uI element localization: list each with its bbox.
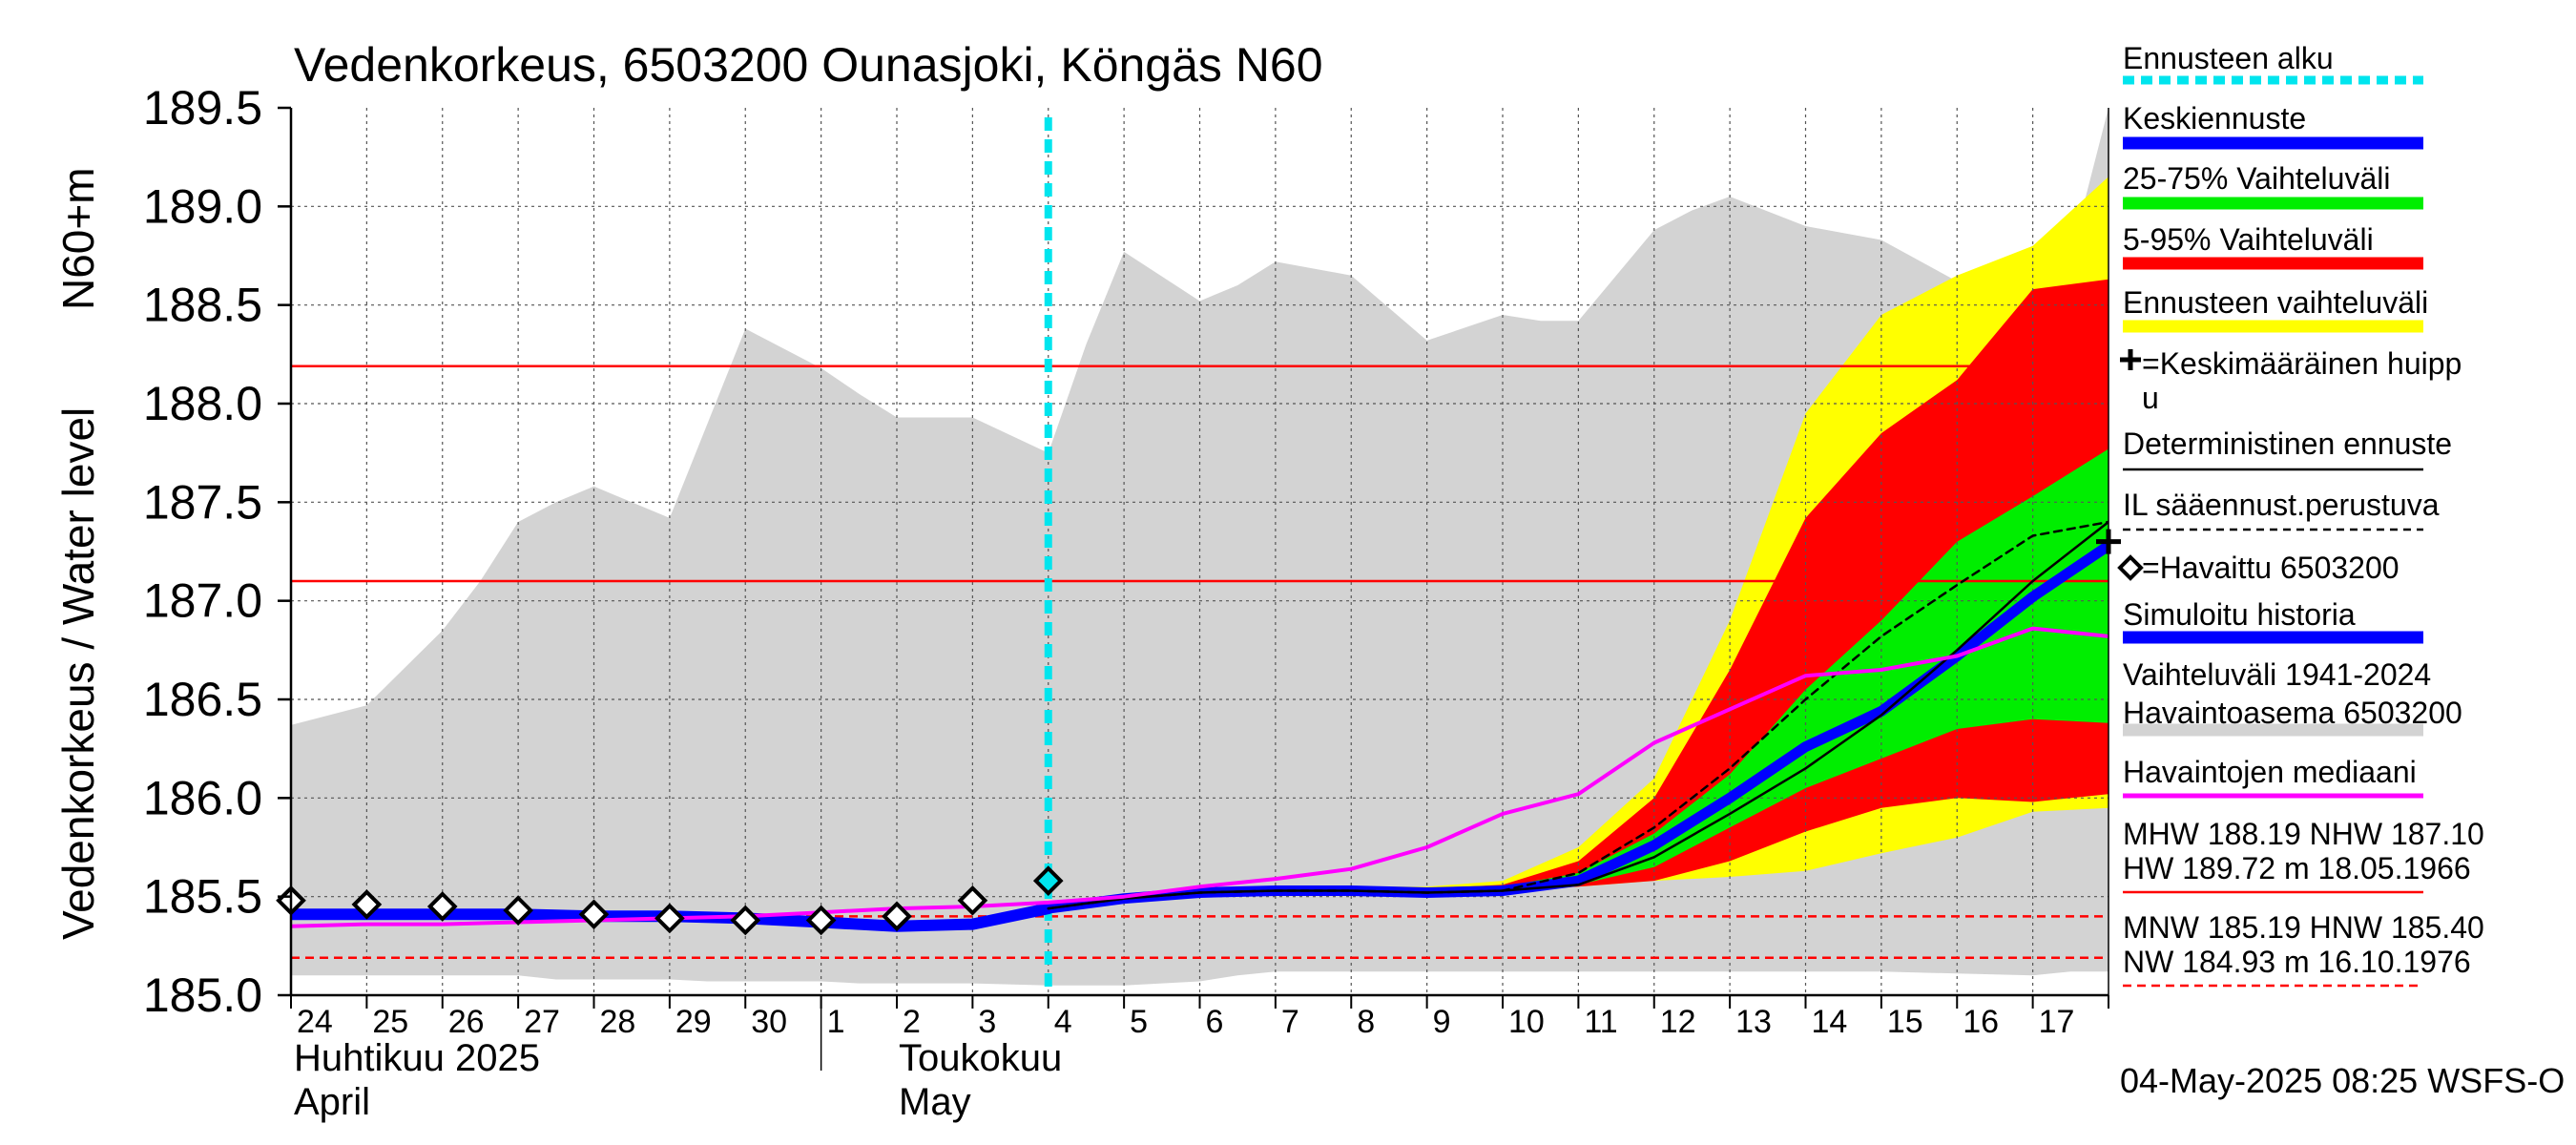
observation-marker xyxy=(578,899,610,930)
y-axis-label-upper: N60+m xyxy=(53,167,103,310)
y-tick-label: 186.0 xyxy=(143,771,262,824)
y-tick-label: 188.0 xyxy=(143,377,262,430)
legend-label: 25-75% Vaihteluväli xyxy=(2123,161,2390,196)
legend-label: =Keskimääräinen huipp xyxy=(2142,346,2462,381)
legend-stats: NW 184.93 m 16.10.1976 xyxy=(2123,945,2471,979)
x-tick-label: 28 xyxy=(600,1004,636,1040)
x-tick-label: 2 xyxy=(903,1004,921,1040)
legend-label: =Havaittu 6503200 xyxy=(2142,551,2399,585)
legend-label: IL sääennust.perustuva xyxy=(2123,488,2440,522)
x-tick-label: 11 xyxy=(1584,1004,1617,1040)
y-tick-label: 187.5 xyxy=(143,475,262,529)
legend-diamond-marker xyxy=(2117,554,2144,581)
x-tick-label: 15 xyxy=(1887,1004,1923,1040)
x-tick-label: 16 xyxy=(1963,1004,1999,1040)
x-tick-label: 26 xyxy=(448,1004,485,1040)
y-tick-label: 186.5 xyxy=(143,673,262,726)
legend-label: Ennusteen vaihteluväli xyxy=(2123,285,2428,320)
historical-range-area xyxy=(291,108,2109,986)
legend-stats: MHW 188.19 NHW 187.10 xyxy=(2123,817,2484,851)
legend-plus-marker xyxy=(2120,349,2141,370)
legend-stats: HW 189.72 m 18.05.1966 xyxy=(2123,851,2471,885)
month-label-fi: Huhtikuu 2025 xyxy=(294,1037,540,1079)
x-tick-label: 1 xyxy=(827,1004,845,1040)
legend-label: 5-95% Vaihteluväli xyxy=(2123,222,2374,257)
observation-marker xyxy=(805,905,837,936)
x-tick-label: 4 xyxy=(1054,1004,1072,1040)
observation-marker xyxy=(730,905,761,936)
x-tick-label: 27 xyxy=(524,1004,560,1040)
observation-marker xyxy=(654,903,685,934)
legend-stats: MNW 185.19 HNW 185.40 xyxy=(2123,910,2484,945)
legend-label: Havaintojen mediaani xyxy=(2123,755,2417,789)
legend-label: Ennusteen alku xyxy=(2123,41,2334,75)
x-tick-label: 5 xyxy=(1130,1004,1148,1040)
observation-marker xyxy=(882,901,912,932)
x-tick-label: 3 xyxy=(978,1004,996,1040)
y-tick-label: 185.5 xyxy=(143,870,262,924)
x-tick-label: 6 xyxy=(1206,1004,1224,1040)
chart-title: Vedenkorkeus, 6503200 Ounasjoki, Köngäs … xyxy=(294,38,1323,92)
month-label-fi: Toukokuu xyxy=(899,1037,1062,1079)
legend-label: Vaihteluväli 1941-2024 xyxy=(2123,657,2431,692)
observation-marker xyxy=(503,895,533,926)
legend-label: Keskiennuste xyxy=(2123,101,2306,135)
x-tick-label: 9 xyxy=(1433,1004,1451,1040)
x-tick-labels: 24 25 26 27 28 29 30 1 2 3 4 5 6 7 8 9 10 11 12 13 14 15 16 17 xyxy=(290,995,2109,1040)
y-axis-label-lower: Vedenkorkeus / Water level xyxy=(53,407,103,940)
legend-label-cont: u xyxy=(2142,381,2159,415)
y-tick-label: 188.5 xyxy=(143,279,262,332)
y-tick-label: 189.0 xyxy=(143,179,262,233)
historical-range-area xyxy=(291,108,2109,986)
footer-timestamp: 04-May-2025 08:25 WSFS-O xyxy=(2120,1061,2565,1100)
observation-marker xyxy=(351,889,383,920)
x-tick-label: 13 xyxy=(1735,1004,1772,1040)
y-tick-label: 189.5 xyxy=(143,81,262,135)
x-tick-label: 24 xyxy=(297,1004,333,1040)
x-tick-label: 14 xyxy=(1812,1004,1848,1040)
legend-label: Simuloitu historia xyxy=(2123,597,2356,632)
x-tick-label: 8 xyxy=(1357,1004,1375,1040)
band-2 xyxy=(1048,448,2109,906)
x-tick-label: 17 xyxy=(2039,1004,2075,1040)
series-line-3 xyxy=(1047,520,2109,910)
legend: Ennusteen alku Keskiennuste 25-75% Vaihtel… xyxy=(2117,41,2484,988)
x-tick-label: 10 xyxy=(1508,1004,1545,1040)
month-label-en: May xyxy=(899,1081,971,1123)
month-label-en: April xyxy=(294,1081,370,1123)
observation-marker xyxy=(426,891,458,922)
observation-marker xyxy=(957,885,988,916)
grid xyxy=(291,108,2109,995)
x-tick-label: 7 xyxy=(1281,1004,1299,1040)
y-tick-label: 187.0 xyxy=(143,574,262,628)
x-tick-label: 29 xyxy=(675,1004,712,1040)
x-tick-label: 25 xyxy=(372,1004,408,1040)
observation-marker xyxy=(1032,865,1064,896)
y-tick-label: 185.0 xyxy=(143,968,262,1022)
x-tick-label: 12 xyxy=(1660,1004,1696,1040)
y-tick-labels: 185.0 185.5 186.0 186.5 187.0 187.5 188.0 188.5… xyxy=(143,81,291,1022)
legend-label: Deterministinen ennuste xyxy=(2123,427,2452,461)
x-tick-label: 30 xyxy=(751,1004,787,1040)
